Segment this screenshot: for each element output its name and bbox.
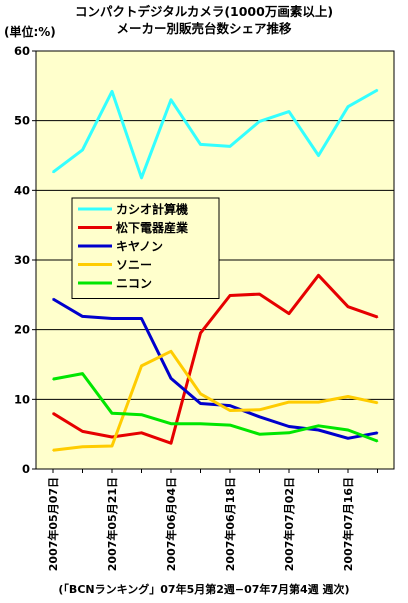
series-line-2: [52, 273, 378, 445]
data-point: [111, 317, 113, 320]
data-point: [229, 404, 231, 407]
data-point: [347, 305, 349, 308]
series-line-4: [52, 349, 378, 452]
data-point: [52, 449, 54, 451]
data-point: [170, 377, 172, 380]
y-tick-label: 40: [14, 183, 30, 197]
data-point: [81, 430, 84, 433]
data-point: [199, 392, 202, 395]
legend-label: ソニー: [116, 258, 152, 272]
data-point: [81, 149, 84, 151]
data-point: [170, 350, 172, 353]
x-tick-label: 2007年06月18日: [223, 477, 237, 571]
data-point: [229, 145, 231, 148]
data-point: [140, 317, 143, 320]
data-point: [317, 425, 320, 427]
data-point: [229, 409, 231, 412]
data-point: [347, 395, 349, 398]
y-tick-label: 10: [14, 392, 30, 406]
data-point: [81, 445, 84, 448]
data-point: [317, 154, 320, 157]
chart-title: コンパクトデジタルカメラ(1000万画素以上): [74, 4, 334, 19]
data-point: [317, 429, 320, 431]
data-point: [52, 298, 54, 300]
data-point: [199, 332, 202, 334]
data-point: [199, 422, 202, 425]
data-point: [376, 316, 379, 318]
data-point: [140, 431, 143, 434]
data-point: [52, 378, 54, 380]
data-point: [229, 424, 231, 426]
y-tick-label: 60: [14, 44, 30, 58]
data-point: [111, 445, 113, 447]
data-point: [111, 436, 113, 438]
data-point: [376, 431, 379, 434]
data-point: [81, 372, 84, 375]
source-note: (「BCNランキング」07年5月第2週−07年7月第4週 週次): [58, 583, 350, 596]
data-point: [317, 274, 320, 277]
legend-label: キヤノン: [116, 240, 163, 254]
data-point: [140, 413, 143, 416]
x-tick-label: 2007年06月04日: [164, 477, 178, 571]
data-point: [376, 89, 379, 91]
data-point: [288, 401, 290, 403]
data-point: [376, 402, 379, 404]
x-tick-label: 2007年07月02日: [282, 477, 296, 571]
data-point: [52, 171, 54, 174]
data-point: [347, 429, 349, 431]
legend-label: カシオ計算機: [116, 202, 188, 217]
data-point: [170, 442, 172, 445]
data-point: [258, 293, 261, 295]
data-point: [140, 176, 143, 179]
data-point: [288, 312, 290, 315]
y-tick-label: 20: [14, 323, 30, 337]
data-point: [111, 412, 113, 415]
series-line-5: [52, 372, 379, 443]
data-point: [258, 408, 261, 411]
x-tick-label: 2007年05月07日: [46, 477, 60, 571]
data-point: [317, 401, 320, 403]
data-point: [81, 315, 84, 318]
unit-label: (単位:%): [4, 25, 56, 39]
data-point: [170, 98, 172, 101]
data-point: [258, 120, 261, 123]
x-tick-label: 2007年05月21日: [105, 477, 119, 571]
y-tick-label: 50: [14, 114, 30, 128]
data-point: [288, 425, 290, 428]
data-point: [258, 415, 261, 418]
data-point: [288, 110, 290, 113]
legend-label: 松下電器産業: [116, 220, 189, 235]
data-point: [376, 440, 379, 442]
chart-subtitle: メーカー別販売台数シェア推移: [116, 21, 292, 36]
series-line-3: [52, 297, 378, 440]
data-point: [229, 294, 231, 297]
y-tick-label: 0: [22, 462, 30, 476]
data-point: [111, 90, 113, 93]
data-point: [347, 437, 349, 440]
data-point: [140, 365, 143, 367]
data-point: [52, 412, 54, 415]
y-tick-label: 30: [14, 253, 30, 267]
data-point: [258, 433, 261, 435]
data-point: [199, 143, 202, 146]
data-point: [170, 422, 172, 425]
legend-label: ニコン: [116, 277, 152, 291]
x-tick-label: 2007年07月16日: [341, 477, 355, 571]
data-point: [288, 431, 290, 434]
data-point: [199, 402, 202, 405]
series-line-1: [52, 88, 379, 180]
data-point: [347, 105, 349, 108]
